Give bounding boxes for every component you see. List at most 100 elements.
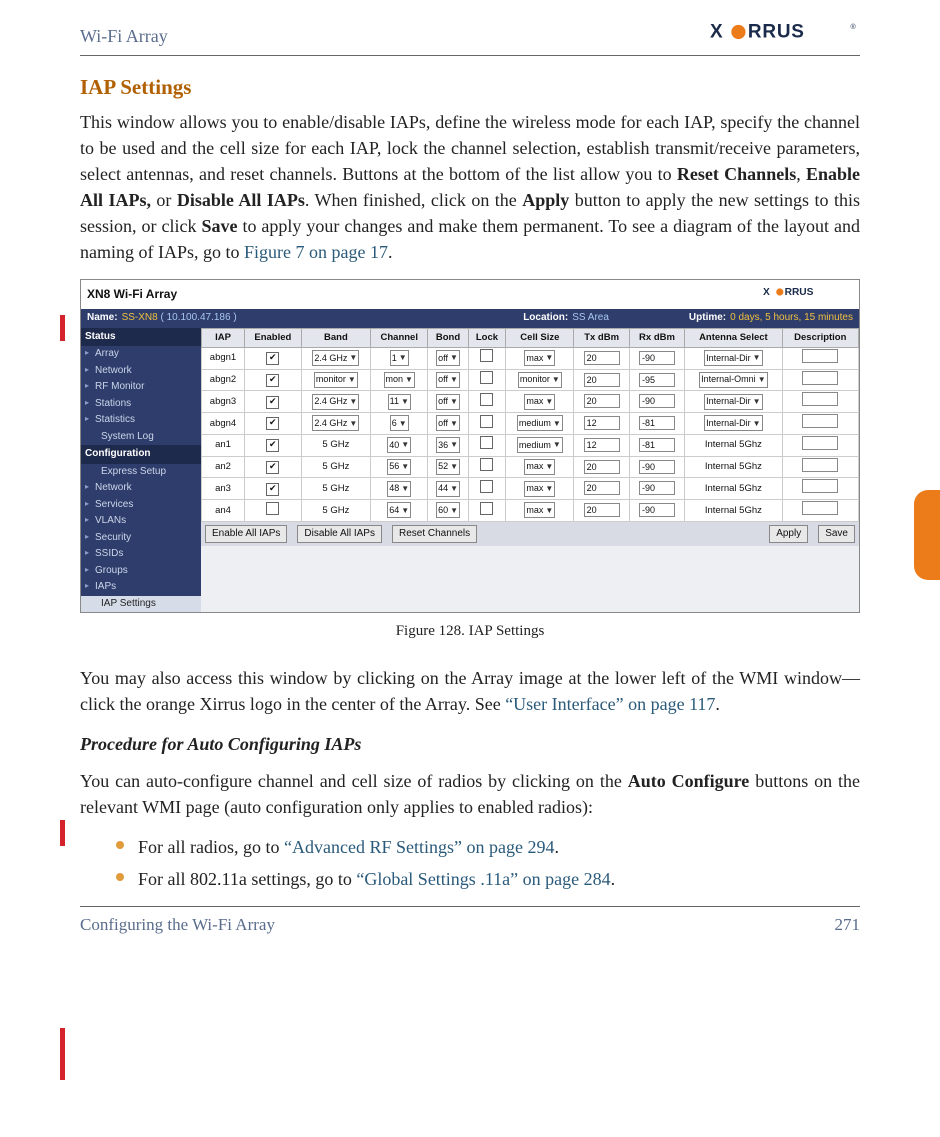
ss-sidebar-item[interactable]: Stations	[81, 396, 201, 413]
bullet-link[interactable]: “Advanced RF Settings” on page 294	[284, 837, 554, 857]
checkbox[interactable]	[480, 415, 493, 428]
ss-button-row: Enable All IAPs Disable All IAPs Reset C…	[201, 522, 859, 547]
text-input[interactable]: -90	[639, 394, 675, 408]
select-box[interactable]: medium▼	[517, 437, 563, 453]
select-box[interactable]: Internal-Dir▼	[704, 350, 762, 366]
text-input[interactable]: 12	[584, 416, 620, 430]
select-box[interactable]: monitor▼	[518, 372, 562, 388]
ss-sidebar-syslog[interactable]: System Log	[81, 429, 201, 446]
text-input[interactable]: 20	[584, 394, 620, 408]
select-box[interactable]: 40▼	[387, 437, 411, 453]
user-interface-link[interactable]: “User Interface” on page 117	[505, 694, 715, 714]
select-box[interactable]: Internal-Dir▼	[704, 415, 762, 431]
checkbox[interactable]: ✔	[266, 483, 279, 496]
ss-sidebar-item[interactable]: RF Monitor	[81, 379, 201, 396]
select-box[interactable]: 6▼	[390, 415, 409, 431]
enable-all-iaps-button[interactable]: Enable All IAPs	[205, 525, 287, 544]
iap-column-header: Tx dBm	[574, 328, 629, 347]
text-input[interactable]: 20	[584, 503, 620, 517]
text-input[interactable]: -95	[639, 373, 675, 387]
text-input[interactable]: -90	[639, 481, 675, 495]
select-box[interactable]: Internal-Dir▼	[704, 394, 762, 410]
select-box[interactable]: medium▼	[517, 415, 563, 431]
ss-sidebar-item[interactable]: Security	[81, 530, 201, 547]
select-box[interactable]: off▼	[436, 394, 460, 410]
text-input[interactable]: 20	[584, 481, 620, 495]
select-box[interactable]: 1▼	[390, 350, 409, 366]
figure7-link[interactable]: Figure 7 on page 17	[244, 242, 388, 262]
select-box[interactable]: 44▼	[436, 481, 460, 497]
text-input[interactable]	[802, 392, 838, 406]
disable-all-iaps-button[interactable]: Disable All IAPs	[297, 525, 382, 544]
chevron-down-icon: ▼	[450, 439, 458, 451]
ss-sidebar-express-setup[interactable]: Express Setup	[81, 464, 201, 481]
text-input[interactable]	[802, 371, 838, 385]
text-input[interactable]	[802, 414, 838, 428]
select-box[interactable]: off▼	[436, 372, 460, 388]
text-input[interactable]: -81	[639, 416, 675, 430]
ss-sidebar-item[interactable]: VLANs	[81, 513, 201, 530]
apply-button[interactable]: Apply	[769, 525, 808, 544]
checkbox[interactable]: ✔	[266, 417, 279, 430]
select-box[interactable]: 2.4 GHz▼	[312, 350, 359, 366]
bullet-text-pre: For all 802.11a settings, go to	[138, 869, 356, 889]
text-input[interactable]	[802, 479, 838, 493]
save-button[interactable]: Save	[818, 525, 855, 544]
ss-sidebar-item[interactable]: IAPs	[81, 579, 201, 596]
select-box[interactable]: max▼	[524, 459, 555, 475]
ss-sidebar-item[interactable]: Services	[81, 497, 201, 514]
select-box[interactable]: 2.4 GHz▼	[312, 394, 359, 410]
select-box[interactable]: max▼	[524, 350, 555, 366]
text-input[interactable]: -90	[639, 351, 675, 365]
ss-sidebar-item[interactable]: Network	[81, 363, 201, 380]
checkbox[interactable]	[480, 436, 493, 449]
ss-sidebar-item[interactable]: Array	[81, 346, 201, 363]
text-input[interactable]: 20	[584, 351, 620, 365]
select-box[interactable]: monitor▼	[314, 372, 358, 388]
select-box[interactable]: 60▼	[436, 502, 460, 518]
ss-sidebar-item[interactable]: Network	[81, 480, 201, 497]
text-input[interactable]: 12	[584, 438, 620, 452]
select-box[interactable]: off▼	[436, 415, 460, 431]
checkbox[interactable]	[480, 458, 493, 471]
reset-channels-button[interactable]: Reset Channels	[392, 525, 477, 544]
checkbox[interactable]	[480, 371, 493, 384]
select-box[interactable]: mon▼	[384, 372, 415, 388]
text-input[interactable]	[802, 458, 838, 472]
ss-sidebar-item[interactable]: Groups	[81, 563, 201, 580]
select-box[interactable]: 2.4 GHz▼	[312, 415, 359, 431]
select-box[interactable]: 11▼	[388, 394, 411, 410]
ss-sidebar-item[interactable]: Statistics	[81, 412, 201, 429]
checkbox[interactable]	[480, 502, 493, 515]
text-input[interactable]: 20	[584, 373, 620, 387]
checkbox[interactable]: ✔	[266, 352, 279, 365]
select-box[interactable]: max▼	[524, 394, 555, 410]
checkbox[interactable]	[480, 349, 493, 362]
select-box[interactable]: off▼	[436, 350, 460, 366]
select-box[interactable]: 36▼	[436, 437, 460, 453]
select-box[interactable]: max▼	[524, 502, 555, 518]
text-input[interactable]: -90	[639, 460, 675, 474]
text-input[interactable]	[802, 436, 838, 450]
select-box[interactable]: max▼	[524, 481, 555, 497]
text-input[interactable]: -90	[639, 503, 675, 517]
text-input[interactable]: 20	[584, 460, 620, 474]
checkbox[interactable]: ✔	[266, 439, 279, 452]
ss-sidebar-item[interactable]: SSIDs	[81, 546, 201, 563]
select-box[interactable]: 64▼	[387, 502, 411, 518]
checkbox[interactable]	[480, 393, 493, 406]
ss-sidebar-iap-settings[interactable]: IAP Settings	[81, 596, 201, 613]
select-box[interactable]: 52▼	[436, 459, 460, 475]
checkbox[interactable]	[480, 480, 493, 493]
select-box[interactable]: 48▼	[387, 481, 411, 497]
bullet-link[interactable]: “Global Settings .11a” on page 284	[356, 869, 610, 889]
select-box[interactable]: Internal-Omni▼	[699, 372, 767, 388]
text-input[interactable]	[802, 349, 838, 363]
checkbox[interactable]: ✔	[266, 461, 279, 474]
checkbox[interactable]: ✔	[266, 374, 279, 387]
text-input[interactable]	[802, 501, 838, 515]
text-input[interactable]: -81	[639, 438, 675, 452]
select-box[interactable]: 56▼	[387, 459, 411, 475]
checkbox[interactable]: ✔	[266, 396, 279, 409]
checkbox[interactable]	[266, 502, 279, 515]
